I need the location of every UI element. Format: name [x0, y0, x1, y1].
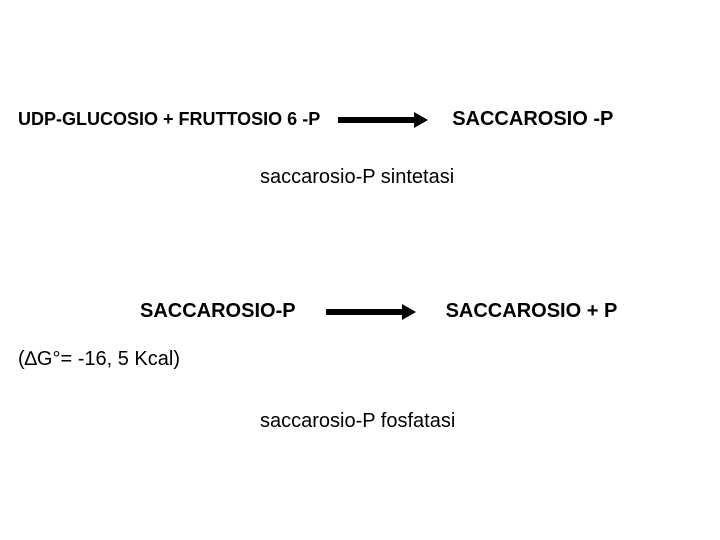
- reaction-1-enzyme: saccarosio-P sintetasi: [260, 166, 454, 189]
- reaction-2-enzyme: saccarosio-P fosfatasi: [260, 410, 455, 433]
- reaction-2-reactant: SACCAROSIO-P: [140, 300, 296, 323]
- delta-symbol: ∆: [25, 348, 37, 370]
- reaction-1-product: SACCAROSIO -P: [452, 108, 613, 131]
- reaction-1-reactant: UDP-GLUCOSIO + FRUTTOSIO 6 -P: [18, 109, 320, 130]
- reaction-1: UDP-GLUCOSIO + FRUTTOSIO 6 -P SACCAROSIO…: [18, 108, 613, 131]
- delta-g-rest: G°= -16, 5 Kcal): [37, 348, 180, 370]
- delta-g: (∆G°= -16, 5 Kcal): [18, 348, 180, 371]
- delta-g-prefix: (: [18, 348, 25, 370]
- reaction-2-product: SACCAROSIO + P: [446, 300, 618, 323]
- diagram-container: UDP-GLUCOSIO + FRUTTOSIO 6 -P SACCAROSIO…: [0, 0, 720, 540]
- reaction-2: SACCAROSIO-P SACCAROSIO + P: [140, 300, 617, 323]
- reaction-1-arrow: [338, 110, 428, 130]
- reaction-2-arrow: [326, 302, 416, 322]
